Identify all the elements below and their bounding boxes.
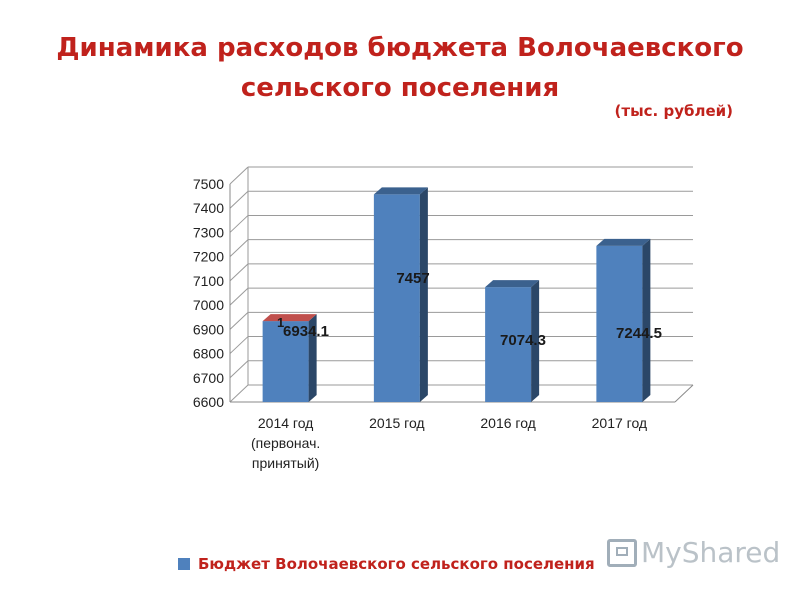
y-tick-label: 7500	[193, 176, 224, 192]
presentation-icon	[607, 538, 637, 567]
bar	[485, 287, 532, 402]
gridline-depth	[229, 190, 249, 209]
x-tick-label: (первонач.	[251, 435, 320, 451]
data-label: 7244.5	[616, 325, 662, 342]
bar-top	[485, 280, 540, 288]
data-label-secondary: 1	[277, 315, 284, 330]
x-tick-label: 2017 год	[592, 415, 647, 431]
y-tick-label: 7300	[193, 224, 224, 240]
gridline-depth	[229, 384, 249, 403]
watermark-text: MyShared	[641, 536, 781, 569]
legend: Бюджет Волочаевского сельского поселения	[178, 554, 595, 574]
legend-swatch	[178, 558, 190, 570]
data-label: 7074.3	[500, 332, 546, 349]
x-tick-label: принятый)	[252, 455, 319, 471]
chart-title-line-2: сельского поселения	[240, 73, 560, 103]
bar-top-segment	[262, 314, 317, 322]
data-label: 7457	[396, 270, 429, 287]
bar	[373, 194, 420, 402]
gridline-depth	[229, 166, 249, 185]
gridline-depth	[229, 360, 249, 379]
y-tick-label: 6700	[193, 370, 224, 386]
bar-side	[642, 238, 651, 402]
gridline-depth	[229, 311, 249, 330]
y-tick-label: 7000	[193, 297, 224, 313]
gridline-depth	[229, 336, 249, 354]
gridline-depth	[229, 215, 249, 233]
y-tick-label: 6600	[193, 394, 224, 410]
x-tick-label: 2014 год	[258, 415, 313, 431]
bar-side	[531, 280, 540, 402]
gridline-depth	[229, 263, 249, 282]
x-tick-label: 2015 год	[369, 415, 424, 431]
y-tick-label: 7100	[193, 273, 224, 289]
bar	[596, 245, 643, 402]
bar-top	[596, 238, 651, 246]
bar-side	[419, 187, 428, 402]
bar	[262, 321, 309, 402]
legend-label: Бюджет Волочаевского сельского поселения	[198, 555, 595, 573]
x-tick-label: 2016 год	[480, 415, 535, 431]
y-tick-label: 7400	[193, 200, 224, 216]
watermark-logo: MyShared	[607, 536, 780, 569]
chart-title-line-1: Динамика расходов бюджета Волочаевского	[56, 33, 744, 63]
data-label: 6934.1	[283, 323, 329, 340]
bar-side	[308, 314, 317, 402]
bar-top	[373, 187, 428, 195]
gridline-depth	[229, 287, 249, 306]
floor-edge	[674, 384, 694, 403]
units-label: (тыс. рублей)	[614, 102, 733, 120]
y-tick-label: 6800	[193, 346, 224, 362]
y-tick-label: 6900	[193, 321, 224, 337]
chart-title: Динамика расходов бюджета Волочаевского …	[0, 28, 800, 108]
y-tick-label: 7200	[193, 249, 224, 265]
gridline-depth	[229, 239, 249, 258]
